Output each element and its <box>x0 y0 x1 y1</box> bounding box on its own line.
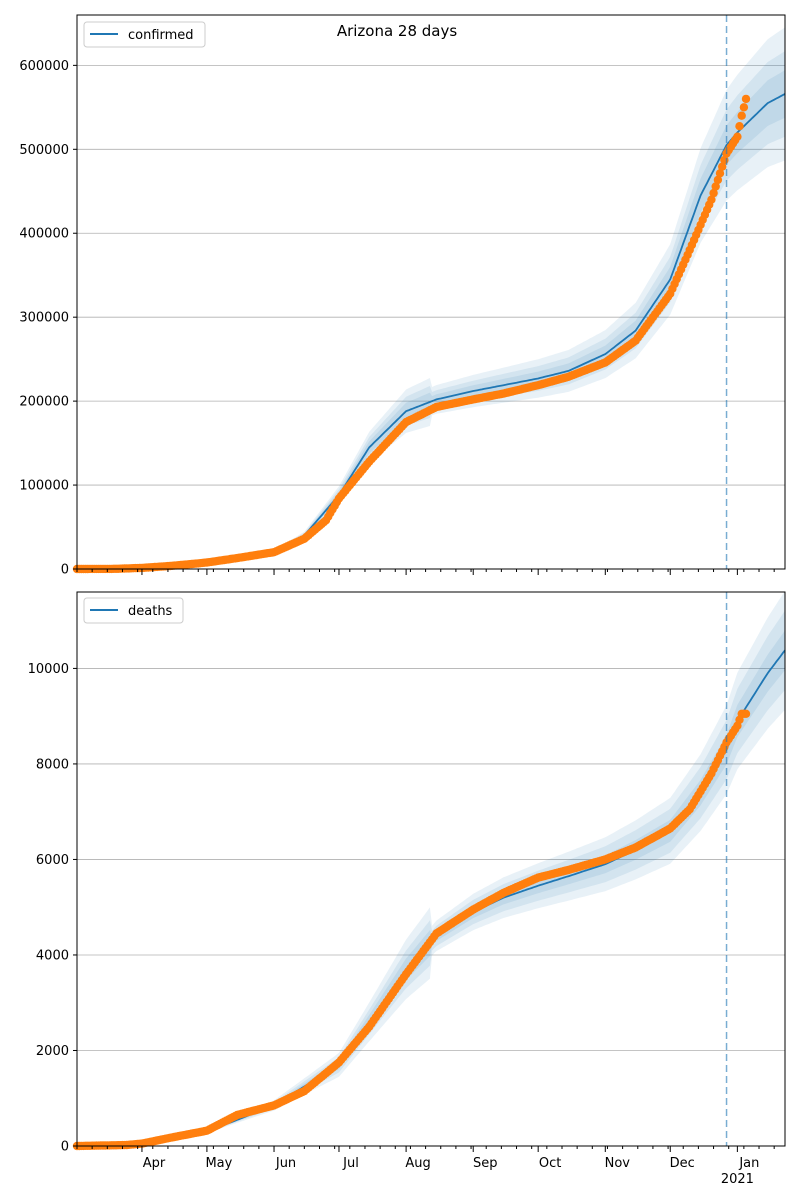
confirmed-y-tick-label: 400000 <box>19 227 69 242</box>
confirmed-band-0 <box>77 27 785 569</box>
deaths-y-tick-label: 4000 <box>36 948 69 963</box>
deaths-frame <box>76 591 786 1147</box>
confirmed-legend-box <box>83 21 206 48</box>
deaths-x-tick-label: Dec <box>670 1156 695 1171</box>
confirmed-model-line <box>77 93 786 570</box>
confirmed-observed-point <box>735 122 744 131</box>
deaths-y-tick-label: 8000 <box>36 757 69 772</box>
deaths-model-line <box>77 649 786 1147</box>
deaths-panel: 0 2000 4000 6000 8000 10000 Apr May Jun Jul Aug Se… <box>28 590 786 1187</box>
deaths-x-tick-label: Apr <box>143 1156 166 1171</box>
confirmed-band-1 <box>77 51 785 570</box>
deaths-x-tick-label: Aug <box>405 1156 430 1171</box>
confirmed-observed-point <box>709 188 718 198</box>
confirmed-observed-point <box>737 111 746 120</box>
confirmed-observed-point <box>739 103 749 112</box>
deaths-legend-box <box>83 597 184 624</box>
confirmed-grid <box>77 64 785 486</box>
deaths-uncertainty-bands <box>77 590 785 1146</box>
confirmed-y-tick-label: 100000 <box>19 479 69 494</box>
deaths-band-1 <box>77 610 785 1146</box>
confirmed-observed-point <box>711 182 720 191</box>
deaths-legend-label: deaths <box>128 604 173 619</box>
deaths-x-year-label: 2021 <box>721 1172 754 1187</box>
deaths-legend: deaths <box>83 597 184 624</box>
confirmed-x-ticks <box>76 569 775 575</box>
figure-title: Arizona 28 days <box>337 22 458 40</box>
deaths-y-ticks: 0 2000 4000 6000 8000 10000 <box>28 662 77 1155</box>
deaths-x-tick-label: Nov <box>605 1156 631 1171</box>
deaths-band-2 <box>77 630 785 1146</box>
deaths-observed-point <box>741 709 751 718</box>
deaths-x-tick-label: Oct <box>539 1156 561 1171</box>
deaths-x-tick-label: May <box>205 1156 232 1171</box>
confirmed-observed-point <box>733 132 742 141</box>
deaths-x-tick-label: Jan <box>738 1156 759 1171</box>
confirmed-y-tick-label: 600000 <box>19 59 69 74</box>
confirmed-observed-point <box>713 175 723 185</box>
deaths-observed-points <box>72 709 751 1151</box>
confirmed-observed-point <box>718 162 727 171</box>
deaths-y-tick-label: 2000 <box>36 1044 69 1059</box>
confirmed-panel: 0 100000 200000 300000 400000 500000 600000 co… <box>19 14 786 578</box>
confirmed-observed-point <box>707 195 716 204</box>
confirmed-band-2 <box>77 70 785 569</box>
confirmed-y-tick-label: 500000 <box>19 143 69 158</box>
confirmed-legend-label: confirmed <box>128 28 194 43</box>
confirmed-observed-point <box>715 169 725 178</box>
deaths-y-tick-label: 10000 <box>28 662 69 677</box>
confirmed-y-ticks: 0 100000 200000 300000 400000 500000 600000 <box>19 59 77 578</box>
confirmed-model-path <box>77 93 786 570</box>
deaths-y-tick-label: 6000 <box>36 853 69 868</box>
deaths-grid <box>77 668 785 1051</box>
figure-title-text: Arizona 28 days <box>337 22 458 40</box>
confirmed-uncertainty-bands <box>77 27 785 570</box>
confirmed-observed-point <box>741 94 751 104</box>
deaths-x-tick-label: Jun <box>275 1156 296 1171</box>
confirmed-frame <box>76 14 786 570</box>
confirmed-y-tick-label: 0 <box>61 563 69 578</box>
deaths-x-tick-label: Jul <box>342 1156 359 1171</box>
deaths-axes-frame <box>76 591 786 1147</box>
deaths-band-0 <box>77 590 785 1146</box>
deaths-x-tick-label: Sep <box>473 1156 498 1171</box>
deaths-y-tick-label: 0 <box>61 1140 69 1155</box>
deaths-model-path <box>77 649 786 1147</box>
confirmed-y-tick-label: 200000 <box>19 395 69 410</box>
confirmed-axes-frame <box>76 14 786 570</box>
confirmed-legend: confirmed <box>83 21 206 48</box>
confirmed-y-tick-label: 300000 <box>19 311 69 326</box>
